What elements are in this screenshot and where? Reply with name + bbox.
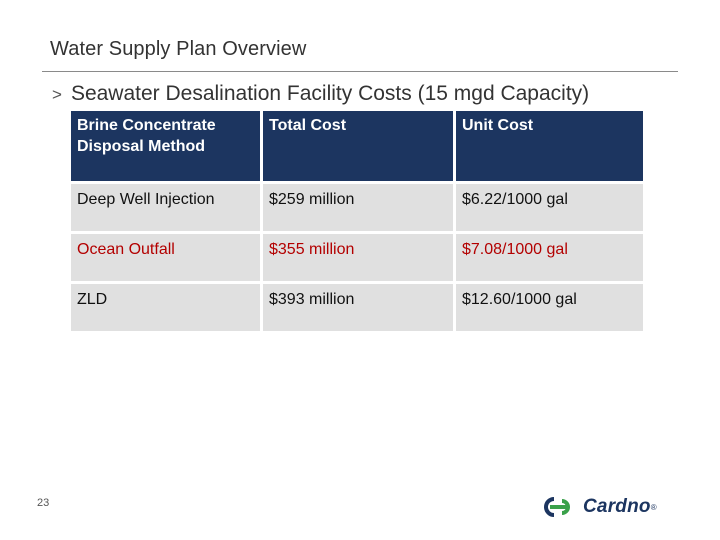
page-number: 23 (37, 497, 50, 509)
title-divider (42, 71, 678, 72)
header-disposal-method: Brine Concentrate Disposal Method (71, 111, 260, 181)
table-header-row: Brine Concentrate Disposal Method Total … (71, 111, 643, 181)
header-total-cost: Total Cost (263, 111, 453, 181)
table-row: Deep Well Injection $259 million $6.22/1… (71, 184, 643, 231)
bullet-item: > Seawater Desalination Facility Costs (… (52, 82, 589, 106)
table-row: Ocean Outfall $355 million $7.08/1000 ga… (71, 234, 643, 281)
cell-method: Ocean Outfall (71, 234, 260, 281)
bullet-text: Seawater Desalination Facility Costs (15… (70, 82, 590, 105)
cell-unit-cost: $7.08/1000 gal (456, 234, 643, 281)
cell-method: ZLD (71, 284, 260, 331)
cardno-logo: Cardno ® (540, 496, 657, 518)
cell-total-cost: $355 million (263, 234, 453, 281)
bullet-marker: > (52, 85, 62, 104)
registered-mark: ® (650, 502, 657, 512)
logo-text: Cardno (583, 496, 651, 517)
cardno-logo-icon (544, 497, 570, 517)
cell-unit-cost: $6.22/1000 gal (456, 184, 643, 231)
slide-title: Water Supply Plan Overview (50, 38, 307, 60)
cell-total-cost: $393 million (263, 284, 453, 331)
cell-total-cost: $259 million (263, 184, 453, 231)
header-unit-cost: Unit Cost (456, 111, 643, 181)
cell-method: Deep Well Injection (71, 184, 260, 231)
cell-unit-cost: $12.60/1000 gal (456, 284, 643, 331)
table-row: ZLD $393 million $12.60/1000 gal (71, 284, 643, 331)
desalination-cost-table: Brine Concentrate Disposal Method Total … (68, 108, 646, 334)
